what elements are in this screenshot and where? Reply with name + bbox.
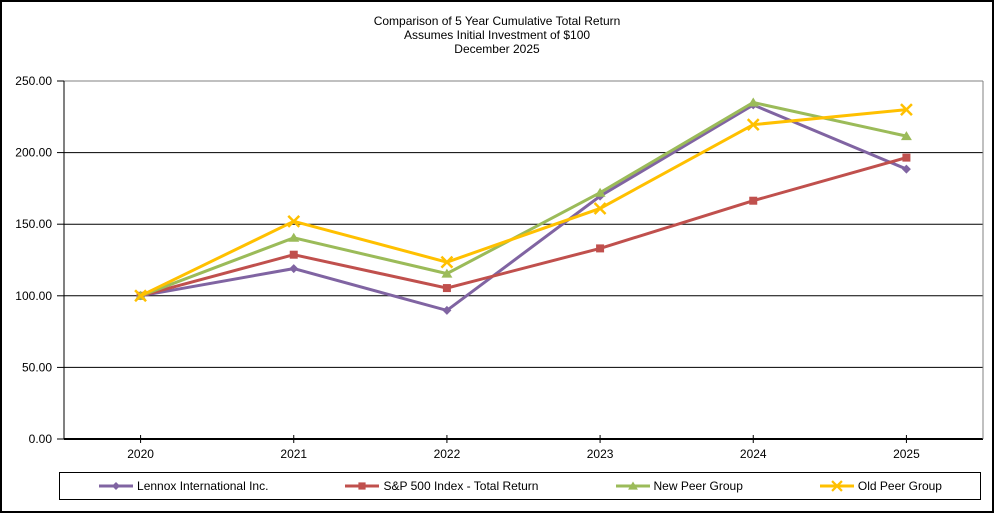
x-marker	[440, 255, 454, 269]
triangle-marker	[288, 232, 300, 242]
series-old-peer-group	[134, 103, 913, 303]
series-line	[140, 156, 907, 298]
legend-label: New Peer Group	[653, 479, 743, 493]
series-line	[140, 103, 907, 313]
x-axis-label: 2021	[280, 447, 307, 461]
legend-label: Old Peer Group	[857, 479, 942, 493]
chart-title-line1: Comparison of 5 Year Cumulative Total Re…	[373, 14, 621, 28]
diamond-legend-swatch-icon	[99, 481, 134, 491]
triangle-marker	[900, 131, 912, 141]
y-axis-label: 0.00	[29, 432, 53, 446]
series-lennox-international-inc	[136, 100, 911, 315]
chart-title: Comparison of 5 Year Cumulative Total Re…	[2, 14, 992, 56]
square-marker	[358, 482, 367, 490]
x-marker	[287, 214, 301, 228]
x-marker	[134, 289, 147, 303]
diamond-marker	[442, 305, 452, 315]
legend-item-lennox-international-inc: Lennox International Inc.	[98, 479, 268, 493]
square-marker	[902, 153, 911, 162]
square-marker	[749, 196, 758, 205]
y-axis-label: 50.00	[22, 360, 52, 374]
legend-item-s-p-500-index-total-return: S&P 500 Index - Total Return	[344, 479, 538, 493]
x-marker	[831, 480, 843, 492]
diamond-marker	[111, 481, 121, 491]
x-axis-label: 2020	[127, 447, 154, 461]
chart-title-line3: December 2025	[454, 42, 540, 56]
legend-item-new-peer-group: New Peer Group	[615, 479, 743, 493]
square-marker	[289, 250, 298, 259]
x-marker	[593, 202, 607, 215]
chart-title-line2: Assumes Initial Investment of $100	[403, 28, 591, 42]
x-axis-label: 2023	[587, 447, 614, 461]
x-legend-swatch-icon	[819, 480, 854, 492]
x-axis-label: 2022	[434, 447, 461, 461]
square-legend-swatch-icon	[345, 482, 380, 490]
legend-item-old-peer-group: Old Peer Group	[819, 479, 942, 493]
y-axis-label: 250.00	[15, 74, 52, 88]
triangle-marker	[627, 481, 638, 490]
diamond-marker	[289, 264, 299, 274]
triangle-legend-swatch-icon	[615, 481, 650, 490]
x-marker	[900, 103, 913, 117]
triangle-marker	[441, 268, 453, 278]
x-axis-label: 2024	[740, 447, 767, 461]
plot-area: 0.00 50.00 100.00 150.00 200.00 250.00 2020 202…	[15, 74, 984, 461]
x-axis-label: 2025	[893, 447, 920, 461]
legend: Lennox International Inc. S&P 500 Index -…	[59, 472, 981, 500]
square-marker	[596, 244, 605, 253]
triangle-marker	[747, 97, 759, 107]
square-marker	[442, 284, 451, 293]
series-line	[140, 100, 907, 298]
legend-label: Lennox International Inc.	[137, 479, 269, 493]
series-s-p-500-index-total-return	[136, 153, 911, 300]
y-axis-label: 100.00	[15, 289, 52, 303]
legend-label: S&P 500 Index - Total Return	[383, 479, 539, 493]
x-marker	[746, 118, 760, 132]
y-axis-label: 150.00	[15, 217, 52, 231]
y-axis-label: 200.00	[15, 146, 52, 160]
series-line	[139, 108, 907, 298]
diamond-marker	[901, 164, 911, 174]
triangle-marker	[594, 187, 606, 197]
